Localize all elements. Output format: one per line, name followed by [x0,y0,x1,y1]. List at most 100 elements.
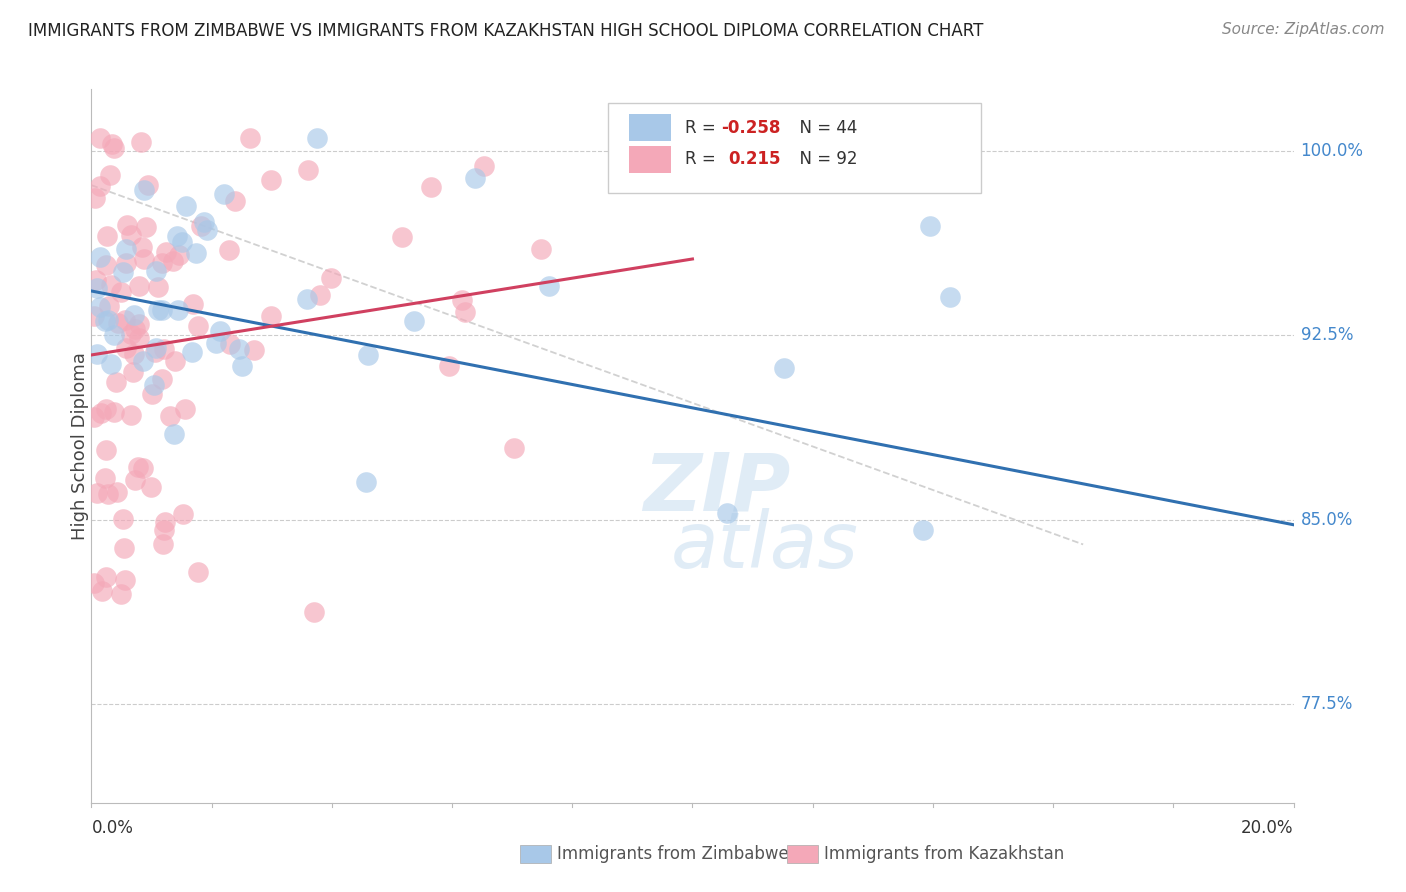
Point [454,305,477,319]
Text: 0.215: 0.215 [728,150,780,168]
Point [354,475,377,489]
Point [166,229,188,244]
Point [150,302,173,317]
Point [181,297,204,311]
Point [107,316,129,330]
Point [114,573,136,587]
Point [184,246,207,260]
Point [111,265,134,279]
Point [86,485,108,500]
Point [128,278,150,293]
Point [115,341,138,355]
Point [162,253,184,268]
Point [193,215,215,229]
Point [308,288,330,302]
Point [103,404,125,418]
Point [209,324,232,338]
Point [321,271,343,285]
Point [472,159,495,173]
Point [150,372,173,386]
Point [86,281,108,295]
Point [297,163,319,178]
Point [128,331,150,345]
Point [153,524,176,538]
Point [142,378,165,392]
Point [174,402,197,417]
Point [131,353,153,368]
Point [90,584,112,599]
Point [243,343,266,358]
Point [167,303,190,318]
Point [716,506,738,520]
Point [503,441,526,455]
Point [97,486,120,500]
Point [155,244,177,259]
Point [115,242,138,256]
Point [114,256,136,270]
Point [86,347,108,361]
Point [94,314,117,328]
Point [98,299,121,313]
Text: ZIP: ZIP [643,450,790,528]
Point [89,300,111,314]
Text: N = 92: N = 92 [789,150,858,168]
Text: Immigrants from Zimbabwe: Immigrants from Zimbabwe [557,845,789,863]
Point [231,359,253,373]
Point [84,273,107,287]
Point [122,308,145,322]
Point [94,258,117,272]
Point [148,280,170,294]
Point [83,410,105,425]
Point [131,239,153,253]
Point [163,427,186,442]
Text: Immigrants from Kazakhstan: Immigrants from Kazakhstan [824,845,1064,863]
Text: R =: R = [685,150,727,168]
Point [114,313,136,327]
Point [145,341,167,355]
Point [181,345,204,359]
Point [228,342,250,356]
FancyBboxPatch shape [628,145,671,173]
Point [530,242,553,256]
Point [103,328,125,343]
Text: 20.0%: 20.0% [1241,819,1294,837]
Point [141,387,163,401]
Point [110,587,132,601]
Point [83,576,105,591]
Text: N = 44: N = 44 [789,119,858,136]
Point [305,131,328,145]
Point [939,290,962,304]
Point [120,326,142,341]
Point [239,131,262,145]
Point [136,178,159,192]
Point [110,285,132,299]
Point [190,219,212,233]
Point [357,348,380,362]
Point [83,309,105,323]
Point [187,319,209,334]
Point [120,227,142,242]
Point [122,347,145,361]
Point [918,219,941,233]
Point [100,357,122,371]
Point [122,365,145,379]
Point [128,317,150,331]
Point [218,243,240,257]
Point [94,401,117,416]
Point [132,460,155,475]
Point [152,537,174,551]
Point [174,199,197,213]
Point [104,375,127,389]
Point [772,361,794,376]
Point [139,479,162,493]
Point [89,250,111,264]
Text: Source: ZipAtlas.com: Source: ZipAtlas.com [1222,22,1385,37]
Point [100,277,122,292]
Point [105,484,128,499]
Text: -0.258: -0.258 [721,119,780,136]
Point [100,137,122,152]
Point [402,314,425,328]
Point [439,359,461,373]
Text: IMMIGRANTS FROM ZIMBABWE VS IMMIGRANTS FROM KAZAKHSTAN HIGH SCHOOL DIPLOMA CORRE: IMMIGRANTS FROM ZIMBABWE VS IMMIGRANTS F… [28,22,983,40]
Point [135,219,157,234]
